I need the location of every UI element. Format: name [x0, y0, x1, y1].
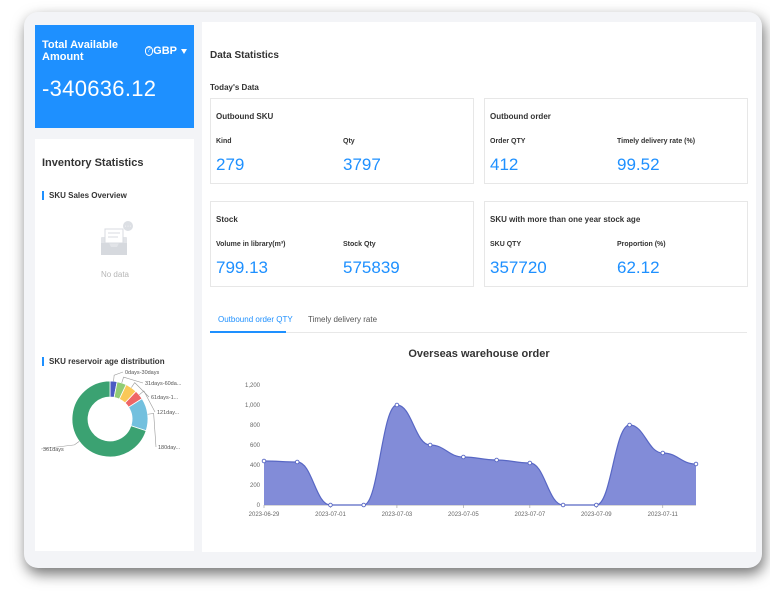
stat-value: 412 [490, 155, 519, 174]
y-tick-label: 1,000 [245, 403, 261, 409]
y-tick-label: 1,200 [245, 383, 261, 389]
x-tick-label: 2023-07-09 [581, 512, 612, 518]
help-icon[interactable]: ? [144, 46, 154, 56]
donut-label: 61days-1... [151, 395, 179, 401]
stat-value: 62.12 [617, 258, 660, 277]
stat-label: Qty [343, 138, 355, 145]
donut-label: 361days [43, 447, 64, 453]
donut-label: 31days-60da... [145, 381, 182, 387]
stat-label: Volume in library(m³) [216, 241, 286, 248]
app-window: Total Available Amount ? GBP -340636.12 … [24, 12, 762, 568]
overseas-order-chart: 0 200 400 600 800 1,000 1,200 2023-06-29 2023-07… [245, 383, 699, 518]
data-point[interactable] [527, 460, 533, 466]
tab-timely-delivery-rate[interactable]: Timely delivery rate [308, 315, 378, 324]
sku-sales-title: SKU Sales Overview [42, 191, 127, 200]
svg-text:···: ··· [125, 223, 132, 230]
tab-outbound-order-qty[interactable]: Outbound order QTY [218, 315, 293, 324]
stock-age-card: SKU with more than one year stock age SK… [484, 201, 748, 287]
data-point[interactable] [328, 502, 333, 508]
currency-select[interactable]: GBP [153, 45, 187, 57]
inventory-title: Inventory Statistics [42, 157, 144, 169]
inventory-panel: Inventory Statistics SKU Sales Overview … [35, 139, 194, 551]
stat-label: Timely delivery rate (%) [617, 138, 696, 145]
stat-label: Order QTY [490, 138, 526, 145]
y-tick-label: 800 [250, 423, 261, 429]
x-tick-label: 2023-07-05 [448, 512, 479, 518]
data-point[interactable] [627, 422, 632, 428]
no-data-label: No data [100, 270, 130, 279]
data-point[interactable] [494, 457, 499, 463]
data-point[interactable] [560, 502, 566, 508]
stock-card: Stock Volume in library(m³) 799.13 Stock… [210, 201, 474, 287]
x-tick-label: 2023-06-29 [249, 512, 280, 518]
x-tick-label: 2023-07-03 [382, 512, 413, 518]
chart-tabs: Outbound order QTY Timely delivery rate [210, 307, 747, 333]
donut-label: 121day... [157, 410, 180, 416]
stat-label: SKU QTY [490, 241, 522, 248]
data-point[interactable] [660, 450, 666, 456]
data-statistics-title: Data Statistics [210, 50, 279, 61]
reservoir-title: SKU reservoir age distribution [42, 357, 165, 366]
data-point[interactable] [361, 502, 366, 508]
age-distribution-donut: 0days-30days 31days-60da... 61days-1... 121… [35, 369, 194, 499]
x-tick-label: 2023-07-01 [315, 512, 346, 518]
data-point[interactable] [294, 459, 300, 465]
todays-data-label: Today's Data [210, 83, 259, 92]
donut-leader-line [139, 390, 156, 413]
outbound-sku-card: Outbound SKU Kind 279 Qty 3797 [210, 98, 474, 184]
data-point[interactable] [461, 454, 466, 460]
caret-down-icon [181, 48, 187, 54]
donut-slice[interactable] [71, 380, 147, 458]
card-title: Outbound SKU [216, 112, 274, 121]
currency-value: GBP [153, 45, 177, 57]
area-fill [264, 405, 696, 505]
y-tick-label: 200 [250, 483, 261, 489]
stat-value: 357720 [490, 258, 547, 277]
donut-leader-line [147, 413, 157, 448]
data-point[interactable] [427, 442, 433, 448]
data-point[interactable] [394, 402, 400, 408]
active-tab-indicator [210, 331, 286, 333]
donut-leader-line [113, 371, 124, 382]
stat-value: 99.52 [617, 155, 660, 174]
data-point[interactable] [261, 458, 267, 464]
stat-value: 799.13 [216, 258, 268, 277]
stat-value: 575839 [343, 258, 400, 277]
donut-leader-line [121, 376, 144, 384]
card-title: SKU with more than one year stock age [490, 215, 641, 224]
x-tick-label: 2023-07-07 [514, 512, 545, 518]
stat-label: Proportion (%) [617, 241, 666, 248]
data-point[interactable] [594, 502, 599, 508]
y-tick-label: 0 [257, 503, 261, 509]
y-tick-label: 600 [250, 443, 261, 449]
stat-value: 279 [216, 155, 245, 174]
outbound-order-card: Outbound order Order QTY 412 Timely deli… [484, 98, 748, 184]
data-point[interactable] [693, 461, 699, 467]
donut-label: 0days-30days [125, 370, 159, 376]
amount-header: Total Available Amount ? GBP [42, 39, 187, 63]
no-data-placeholder: ··· No data [90, 219, 140, 279]
y-tick-label: 400 [250, 463, 261, 469]
amount-label: Total Available Amount [42, 39, 119, 63]
donut-leader-line [40, 441, 80, 450]
stat-value: 3797 [343, 155, 381, 174]
chart-title: Overseas warehouse order [408, 348, 550, 360]
card-title: Outbound order [490, 112, 551, 121]
card-title: Stock [216, 215, 238, 224]
amount-value: -340636.12 [42, 76, 157, 101]
total-amount-card: Total Available Amount ? GBP -340636.12 [35, 25, 194, 128]
stat-label: Kind [216, 138, 232, 145]
empty-inbox-icon: ··· [101, 221, 133, 255]
series-line [263, 404, 697, 506]
data-statistics-panel: Data Statistics Today's Data Outbound SK… [202, 22, 756, 552]
x-tick-label: 2023-07-11 [648, 512, 679, 518]
stat-label: Stock Qty [343, 241, 376, 248]
donut-label: 180day... [158, 445, 181, 451]
